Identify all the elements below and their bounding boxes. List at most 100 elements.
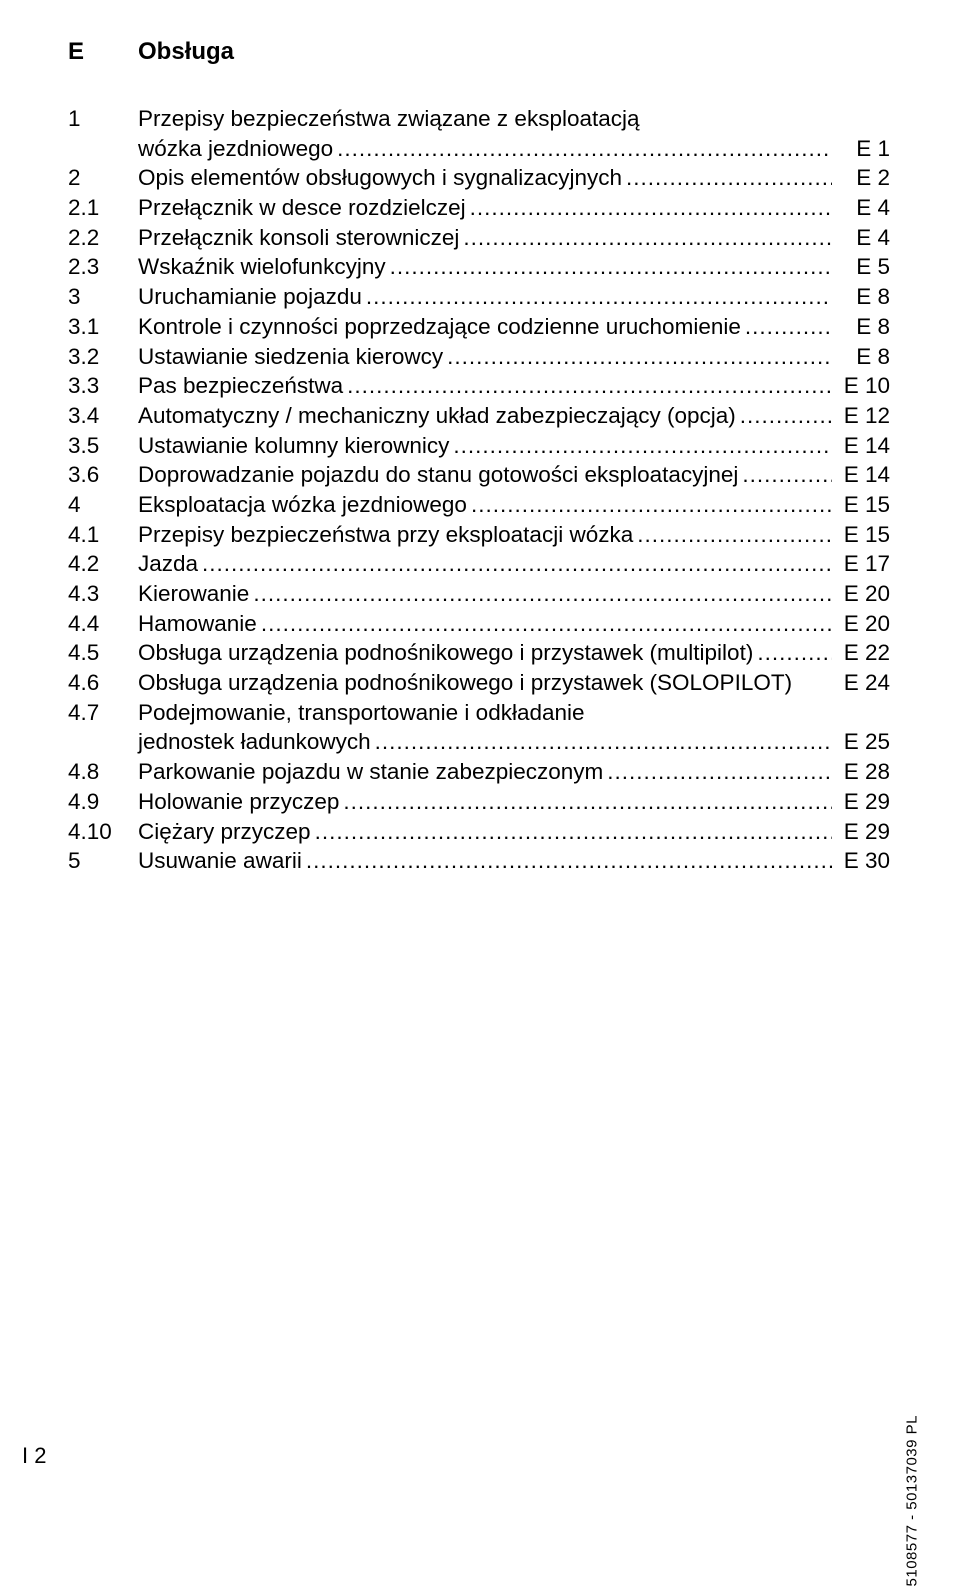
toc-title: Pas bezpieczeństwa	[138, 371, 343, 401]
toc-row: 4.1Przepisy bezpieczeństwa przy eksploat…	[68, 520, 890, 550]
toc-title: wózka jezdniowego	[138, 134, 333, 164]
toc-title: Uruchamianie pojazdu	[138, 282, 362, 312]
toc-leader-dots	[386, 252, 832, 282]
toc-row-continuation: jednostek ładunkowychE 25	[68, 727, 890, 757]
toc-leader-dots	[736, 401, 832, 431]
toc-row: 4.5Obsługa urządzenia podnośnikowego i p…	[68, 638, 890, 668]
toc-title: Automatyczny / mechaniczny układ zabezpi…	[138, 401, 736, 431]
toc-leader-dots	[622, 163, 832, 193]
toc-row: 5Usuwanie awariiE 30	[68, 846, 890, 876]
toc-title: jednostek ładunkowych	[138, 727, 371, 757]
toc-num: 4.10	[68, 817, 138, 847]
toc-title: Usuwanie awarii	[138, 846, 302, 876]
toc-num: 4.2	[68, 549, 138, 579]
toc-page: E 5	[832, 252, 890, 282]
page-number: I 2	[22, 1443, 46, 1469]
toc-leader-dots	[249, 579, 832, 609]
toc-page: E 14	[832, 431, 890, 461]
toc-leader-dots	[466, 193, 832, 223]
toc-leader-dots	[753, 638, 832, 668]
toc-page: E 15	[832, 490, 890, 520]
toc-page: E 12	[832, 401, 890, 431]
toc-leader-dots	[633, 520, 832, 550]
toc-num: 4.5	[68, 638, 138, 668]
toc-page: E 15	[832, 520, 890, 550]
toc-leader-dots	[449, 431, 832, 461]
toc-leader-dots	[603, 757, 832, 787]
toc-leader-dots	[371, 727, 832, 757]
toc-title: Przełącznik konsoli sterowniczej	[138, 223, 459, 253]
toc-title: Przepisy bezpieczeństwa przy eksploatacj…	[138, 520, 633, 550]
toc-row: 3.1Kontrole i czynności poprzedzające co…	[68, 312, 890, 342]
toc-leader-dots	[741, 312, 832, 342]
toc-leader-dots	[459, 223, 832, 253]
toc-num: 3.1	[68, 312, 138, 342]
toc-num: 3.5	[68, 431, 138, 461]
toc-leader-dots	[257, 609, 832, 639]
toc-num: 4.7	[68, 698, 138, 728]
toc-page: E 30	[832, 846, 890, 876]
toc-title: Wskaźnik wielofunkcyjny	[138, 252, 386, 282]
toc-page: E 14	[832, 460, 890, 490]
toc-title: Przełącznik w desce rozdzielczej	[138, 193, 466, 223]
toc-title: Parkowanie pojazdu w stanie zabezpieczon…	[138, 757, 603, 787]
toc-row: 2.3Wskaźnik wielofunkcyjny E 5	[68, 252, 890, 282]
toc-title: Obsługa urządzenia podnośnikowego i przy…	[138, 638, 753, 668]
toc-num: 2.3	[68, 252, 138, 282]
toc-title: Kierowanie	[138, 579, 249, 609]
toc-page: E 1	[832, 134, 890, 164]
toc-row: 4.10Ciężary przyczepE 29	[68, 817, 890, 847]
toc-title: Eksploatacja wózka jezdniowego	[138, 490, 467, 520]
toc-leader-dots	[198, 549, 832, 579]
toc-leader-dots	[362, 282, 832, 312]
toc-page: E 8	[832, 312, 890, 342]
toc-row: 1Przepisy bezpieczeństwa związane z eksp…	[68, 104, 890, 134]
toc-leader-dots	[343, 371, 832, 401]
toc-page: E 29	[832, 787, 890, 817]
toc-page: E 20	[832, 609, 890, 639]
toc-row: 4.2Jazda E 17	[68, 549, 890, 579]
section-header: E Obsługa	[68, 38, 890, 66]
toc-page: E 8	[832, 342, 890, 372]
toc-page: E 22	[832, 638, 890, 668]
toc-page: E 4	[832, 223, 890, 253]
toc-num: 3.6	[68, 460, 138, 490]
toc-leader-dots	[333, 134, 832, 164]
toc-page: E 17	[832, 549, 890, 579]
toc-num: 4.4	[68, 609, 138, 639]
toc-page: E 8	[832, 282, 890, 312]
toc-row: 2Opis elementów obsługowych i sygnalizac…	[68, 163, 890, 193]
toc-num: 3.4	[68, 401, 138, 431]
toc-title: Podejmowanie, transportowanie i odkładan…	[138, 698, 890, 728]
toc-leader-dots	[302, 846, 832, 876]
toc-row: 4Eksploatacja wózka jezdniowegoE 15	[68, 490, 890, 520]
toc-num: 3	[68, 282, 138, 312]
toc-title: Doprowadzanie pojazdu do stanu gotowości…	[138, 460, 738, 490]
toc-page: E 10	[832, 371, 890, 401]
toc-leader-dots	[339, 787, 832, 817]
side-code: 5108577 - 50137039 PL	[903, 1415, 920, 1586]
toc-leader-dots	[467, 490, 832, 520]
toc-title: Ustawianie kolumny kierownicy	[138, 431, 449, 461]
toc-page: E 4	[832, 193, 890, 223]
section-title: Obsługa	[138, 38, 234, 66]
toc-title: Hamowanie	[138, 609, 257, 639]
toc-title: Kontrole i czynności poprzedzające codzi…	[138, 312, 741, 342]
section-number: E	[68, 38, 138, 66]
toc-num: 4.9	[68, 787, 138, 817]
toc-num: 4.8	[68, 757, 138, 787]
toc-page: E 2	[832, 163, 890, 193]
toc-num: 3.3	[68, 371, 138, 401]
toc-row: 2.2Przełącznik konsoli sterowniczej E 4	[68, 223, 890, 253]
toc-row: 3.5Ustawianie kolumny kierownicy E 14	[68, 431, 890, 461]
toc-num: 4.3	[68, 579, 138, 609]
toc-row: 3.6Doprowadzanie pojazdu do stanu gotowo…	[68, 460, 890, 490]
toc-num: 2.2	[68, 223, 138, 253]
toc-page: E 20	[832, 579, 890, 609]
toc-row: 4.3Kierowanie E 20	[68, 579, 890, 609]
toc-title: Obsługa urządzenia podnośnikowego i przy…	[138, 668, 832, 698]
toc-row: 3Uruchamianie pojazdu E 8	[68, 282, 890, 312]
toc-title: Jazda	[138, 549, 198, 579]
toc-leader-dots	[738, 460, 832, 490]
toc-row: 4.6Obsługa urządzenia podnośnikowego i p…	[68, 668, 890, 698]
